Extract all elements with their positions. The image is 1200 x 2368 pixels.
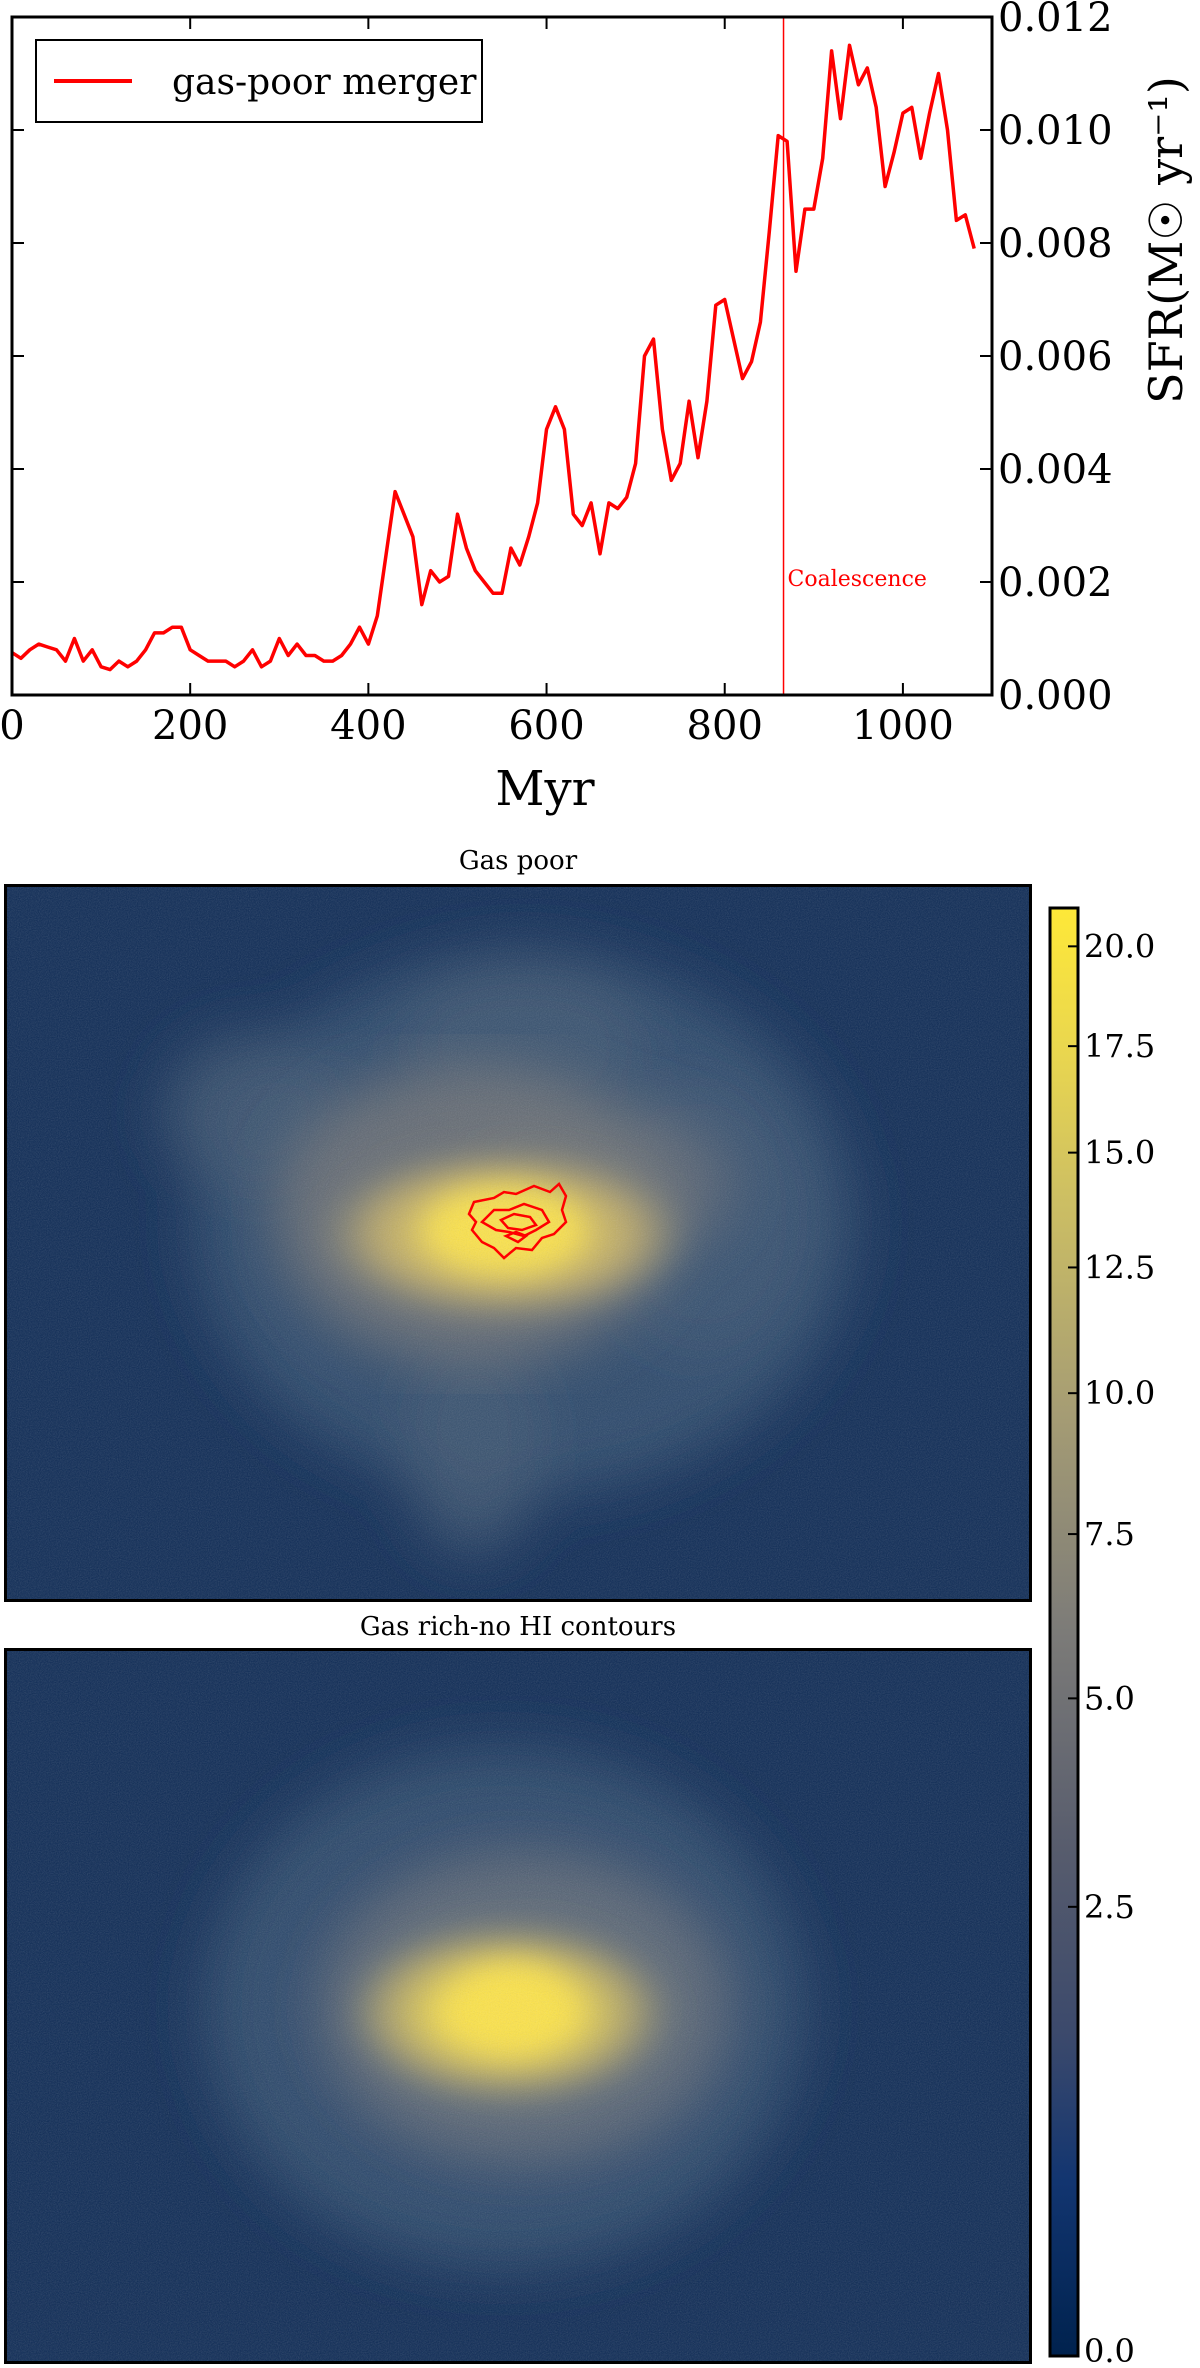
colorbar-tick-label: 0.0 xyxy=(1084,2332,1135,2368)
x-tick-label: 400 xyxy=(330,703,406,749)
y-tick-label: 0.006 xyxy=(998,334,1113,380)
heatmap-gas-poor xyxy=(4,884,1032,1602)
y-axis-label: SFR(M☉ yr⁻¹) xyxy=(1139,76,1193,404)
x-tick-label: 1000 xyxy=(852,703,954,749)
x-tick-label: 600 xyxy=(508,703,584,749)
heatmap-gas-rich xyxy=(4,1648,1032,2364)
y-tick-label: 0.010 xyxy=(998,108,1113,154)
y-tick-label: 0.008 xyxy=(998,221,1113,267)
y-tick-label: 0.004 xyxy=(998,447,1113,493)
colorbar-tick-label: 10.0 xyxy=(1084,1374,1155,1412)
colorbar-tick-label: 2.5 xyxy=(1084,1888,1135,1926)
x-axis-label: Myr xyxy=(495,761,594,817)
colorbar-tick-label: 15.0 xyxy=(1084,1134,1155,1172)
heatmap-frame xyxy=(4,884,1032,1602)
colorbar-tick-label: 17.5 xyxy=(1084,1027,1155,1065)
colorbar-tick-label: 12.5 xyxy=(1084,1248,1155,1286)
series-line-0 xyxy=(12,43,976,672)
legend-label: gas-poor merger xyxy=(172,62,477,103)
colorbar-gradient xyxy=(1050,908,1078,2356)
x-tick-label: 0 xyxy=(0,703,25,749)
legend: gas-poor merger xyxy=(35,39,483,123)
hi-contours xyxy=(467,1182,568,1260)
y-tick-label: 0.000 xyxy=(998,673,1113,719)
colorbar-frame xyxy=(1048,906,1080,2358)
colorbar-tick-label: 7.5 xyxy=(1084,1515,1135,1553)
panel-title-gas-rich: Gas rich-no HI contours xyxy=(359,1612,677,1642)
x-tick-label: 200 xyxy=(152,703,228,749)
y-tick-label: 0.002 xyxy=(998,560,1113,606)
sfr-line-chart: 0 200 400 600 800 1000 0.000 0.002 0.004 0.006 0.0… xyxy=(0,0,1193,817)
panel-title-gas-poor: Gas poor xyxy=(458,846,578,876)
noise-texture xyxy=(4,1648,1032,2364)
coalescence-annotation: Coalescence xyxy=(788,567,927,592)
heatmap-frame xyxy=(4,1648,1032,2364)
colorbar: 20.0 17.5 15.0 12.5 10.0 7.5 5.0 2.5 0.0 xyxy=(1048,906,1155,2368)
colorbar-tick-label: 5.0 xyxy=(1084,1679,1135,1717)
x-tick-label: 800 xyxy=(687,703,763,749)
colorbar-tick-label: 20.0 xyxy=(1084,927,1155,965)
y-tick-label: 0.012 xyxy=(998,0,1113,41)
plot-frame xyxy=(10,15,994,697)
